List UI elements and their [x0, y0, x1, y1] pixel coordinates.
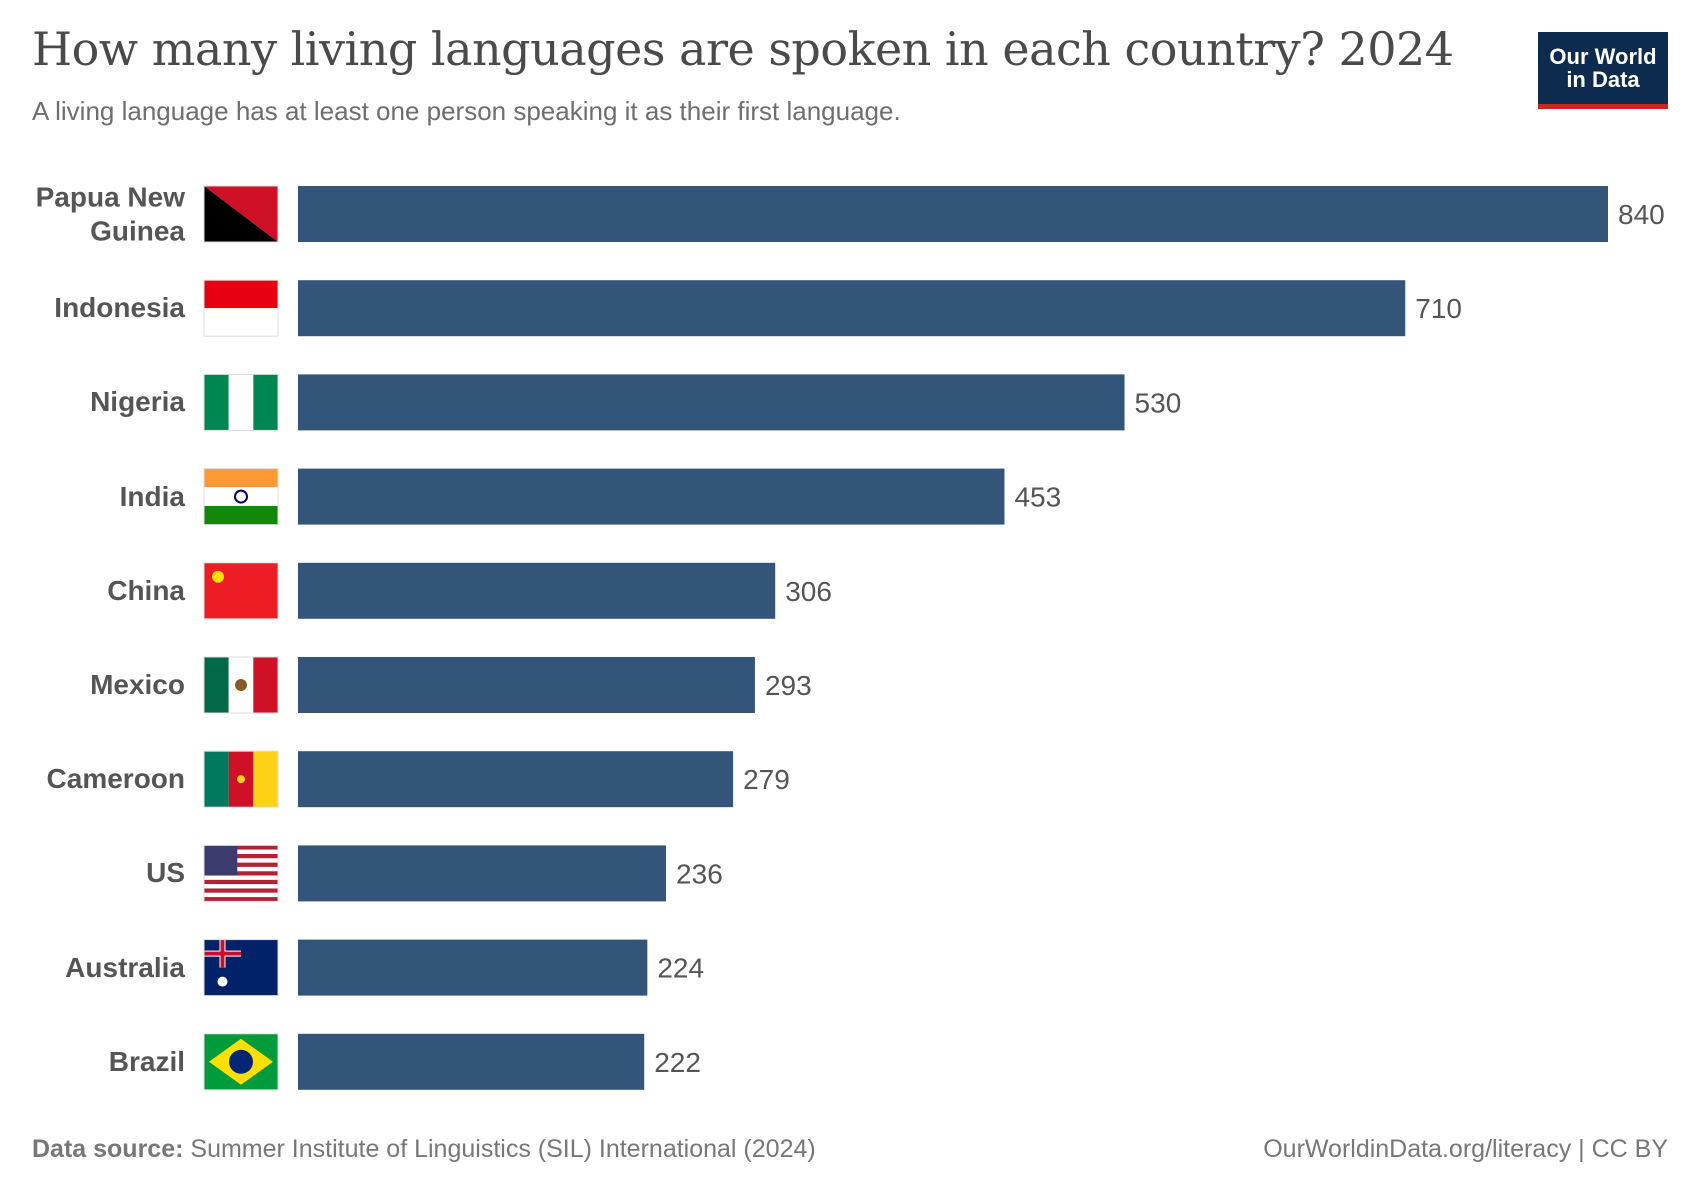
- flag-part: [204, 897, 278, 902]
- category-label: Indonesia: [54, 292, 185, 324]
- flag-part: [253, 657, 278, 713]
- flag-part: [204, 892, 278, 898]
- flag-part: [204, 374, 229, 431]
- source-label: Data source:: [32, 1135, 184, 1163]
- flag-border: [203, 844, 279, 902]
- category-label: Brazil: [108, 1046, 185, 1077]
- value-label: 530: [1135, 387, 1182, 418]
- flag-border: [203, 750, 279, 808]
- flag-part: [204, 280, 278, 309]
- value-label: 453: [1014, 482, 1061, 513]
- flag-part: [204, 858, 278, 863]
- bar: [298, 280, 1406, 337]
- category-label: India: [119, 480, 185, 512]
- source: Summer Institute of Linguistics (SIL) In…: [190, 1135, 816, 1163]
- flag-part: [204, 468, 278, 488]
- value-label: 222: [654, 1047, 701, 1078]
- bar: [298, 1033, 645, 1090]
- flag-border: [203, 656, 279, 714]
- flag: [203, 279, 279, 337]
- logo[interactable]: Our World in Data: [1538, 32, 1668, 109]
- flag-border: [203, 279, 279, 337]
- flag-border: [203, 468, 279, 526]
- flag-part: [253, 751, 278, 808]
- value-label: 710: [1415, 293, 1462, 324]
- flag-part: [229, 1049, 253, 1074]
- bar: [298, 939, 648, 996]
- flag-part: [204, 487, 278, 506]
- flag-part: [204, 888, 278, 893]
- chart-title: How many living languages are spoken in …: [32, 22, 1454, 76]
- footer-credit[interactable]: OurWorldinData.org/literacy | CC BY: [1263, 1135, 1668, 1163]
- flag-part: [253, 374, 278, 431]
- flag-part: [204, 308, 278, 337]
- flag-part: [204, 862, 278, 867]
- category-label: Mexico: [90, 669, 185, 701]
- flag: [203, 373, 279, 431]
- bar: [298, 657, 755, 713]
- bar: [298, 468, 1005, 525]
- flag: [203, 939, 279, 997]
- bar: [298, 562, 776, 619]
- flag-part: [204, 871, 278, 876]
- flag-part: [204, 186, 278, 242]
- flag: [203, 844, 279, 902]
- flag-part: [204, 562, 278, 619]
- bar: [298, 751, 734, 808]
- flag-part: [204, 751, 229, 808]
- flag: [203, 185, 279, 243]
- flag-part: [204, 939, 278, 996]
- flag-part: [235, 679, 247, 691]
- flag-border: [203, 1033, 279, 1091]
- flag-part: [204, 505, 278, 525]
- bar: [298, 186, 1608, 242]
- flag: [203, 562, 279, 620]
- flag-part: [204, 854, 278, 859]
- flag-part: [204, 845, 278, 850]
- value-label: 279: [743, 764, 790, 795]
- value-label: 224: [657, 953, 704, 984]
- flag-part: [220, 939, 225, 968]
- flag-part: [204, 866, 278, 872]
- flag-border: [203, 939, 279, 997]
- value-label: 293: [765, 670, 812, 701]
- flag-part: [204, 875, 278, 880]
- flag: [203, 468, 279, 526]
- footer-source: Data source: Summer Institute of Linguis…: [32, 1135, 816, 1164]
- logo-text: Our World: [1549, 43, 1657, 69]
- flag-part: [234, 489, 248, 504]
- flag-border: [203, 562, 279, 620]
- flag: [203, 1033, 279, 1091]
- category-label: Australia: [65, 951, 185, 983]
- category-label: US: [146, 857, 185, 889]
- flag: [203, 750, 279, 808]
- flag-border: [203, 373, 279, 431]
- flag-part: [228, 374, 254, 431]
- flag-part: [217, 976, 228, 987]
- category-label: Nigeria: [90, 386, 185, 418]
- value-label: 236: [676, 858, 723, 889]
- chart-subtitle: A living language has at least one perso…: [32, 96, 901, 126]
- category-label: Cameroon: [46, 763, 185, 795]
- flag-part: [204, 657, 229, 713]
- flag-border: [203, 185, 279, 243]
- flag-part: [212, 570, 224, 583]
- flag-part: [204, 845, 238, 876]
- category-label: China: [107, 575, 185, 606]
- bar: [298, 374, 1125, 431]
- value-label: 840: [1618, 199, 1665, 230]
- logo-text: in Data: [1566, 67, 1640, 92]
- bar: [298, 845, 667, 902]
- flag-part: [204, 884, 278, 889]
- flag-part: [237, 775, 245, 784]
- value-label: 306: [785, 576, 832, 607]
- flag-part: [204, 879, 278, 885]
- category-label: Papua New Guinea: [35, 181, 185, 246]
- flag: [203, 656, 279, 714]
- flag-part: [204, 849, 278, 855]
